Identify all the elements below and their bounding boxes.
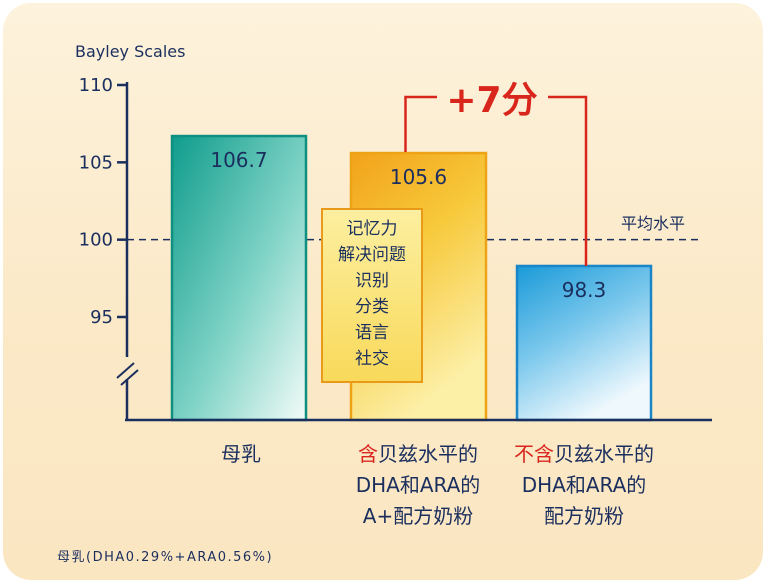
category-label: 不含贝兹水平的 (514, 442, 654, 466)
inset-box-line: 语言 (355, 323, 389, 343)
y-tick-label: 100 (79, 230, 113, 251)
category-label-segment: 配方奶粉 (544, 504, 624, 528)
y-axis-title: Bayley Scales (75, 42, 185, 61)
inset-box-line: 识别 (355, 271, 389, 291)
category-label-segment: DHA和ARA的 (356, 473, 481, 497)
category-label-segment: 贝兹水平的 (378, 442, 478, 466)
category-label: 配方奶粉 (544, 504, 624, 528)
bar-value-label: 98.3 (562, 278, 607, 302)
category-label: A+配方奶粉 (363, 504, 473, 528)
category-label: DHA和ARA的 (522, 473, 647, 497)
category-label: 含贝兹水平的 (358, 442, 478, 466)
bar-value-label: 106.7 (210, 148, 267, 172)
category-label-segment: 贝兹水平的 (554, 442, 654, 466)
footnote: 母乳(DHA0.29%+ARA0.56%) (57, 550, 273, 565)
inset-box-line: 社交 (355, 349, 389, 369)
category-label-segment: A+配方奶粉 (363, 504, 473, 528)
inset-box-line: 解决问题 (338, 245, 406, 265)
category-label-segment: 母乳 (221, 442, 261, 466)
category-label: 母乳 (221, 442, 261, 466)
category-label-segment: 含 (358, 442, 378, 466)
category-label-segment: DHA和ARA的 (522, 473, 647, 497)
category-label-segment: 不含 (514, 442, 554, 466)
difference-bracket: +7分 (404, 80, 588, 266)
category-label: DHA和ARA的 (356, 473, 481, 497)
difference-label: +7分 (446, 80, 537, 121)
reference-line-label: 平均水平 (621, 214, 685, 233)
bar-1 (170, 134, 308, 422)
y-tick-label: 105 (79, 152, 113, 173)
bar-value-label: 105.6 (390, 165, 447, 189)
bracket-line (404, 95, 588, 266)
axis-break-mark (116, 357, 139, 386)
y-tick-label: 95 (90, 307, 113, 328)
inset-box-line: 记忆力 (347, 219, 398, 239)
y-tick-label: 110 (79, 75, 113, 96)
bar-3 (515, 264, 653, 422)
inset-box-line: 分类 (355, 297, 389, 317)
